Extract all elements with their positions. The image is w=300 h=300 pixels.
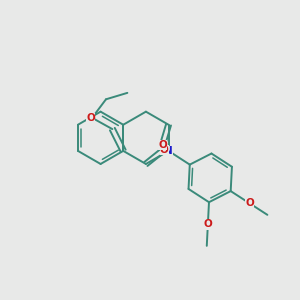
Text: O: O [86, 113, 95, 123]
Text: O: O [160, 145, 169, 155]
Text: O: O [203, 220, 212, 230]
Text: O: O [245, 198, 254, 208]
Text: N: N [164, 146, 173, 156]
Text: O: O [158, 140, 167, 150]
